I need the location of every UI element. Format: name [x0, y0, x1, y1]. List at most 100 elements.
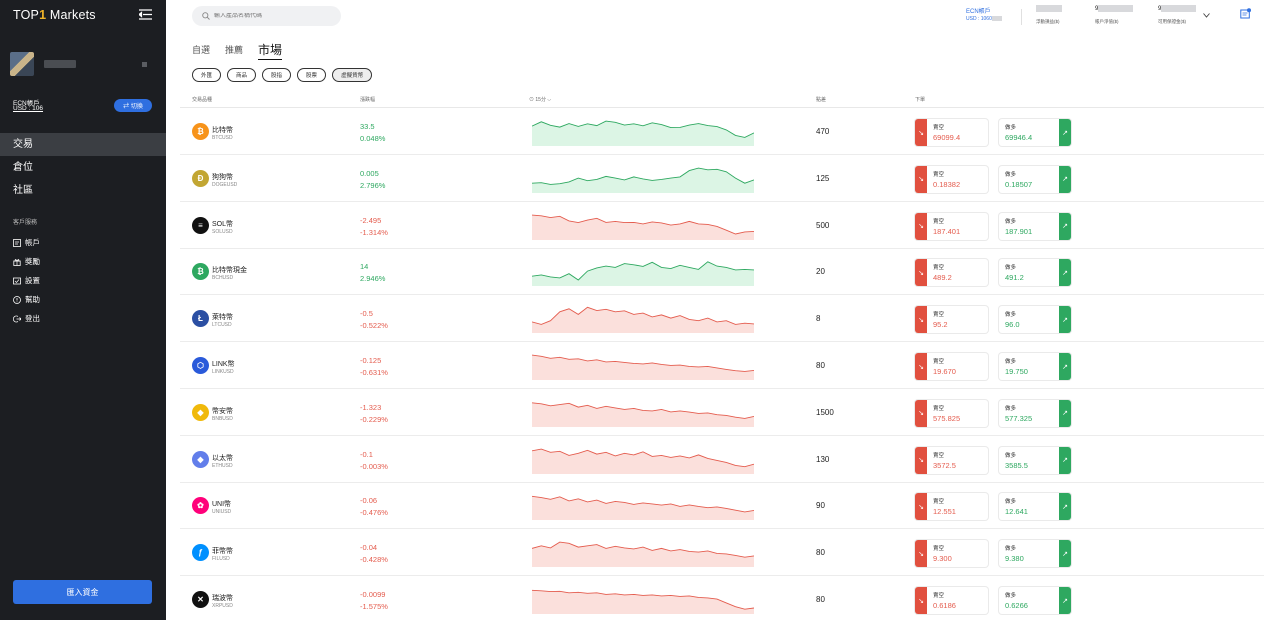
buy-button[interactable]: 做多 0.18507 ↗	[999, 165, 1071, 193]
table-row[interactable]: ◆ 以太幣 ETHUSD -0.1 -0.003% 130 ↘ 賣空 3572.5 做多 3585.…	[180, 436, 1264, 483]
change-absolute: -1.323	[360, 402, 382, 412]
period-selector[interactable]: ⊙ 15分 ⌵	[529, 97, 552, 103]
sparkline-chart	[532, 261, 754, 287]
sell-button[interactable]: ↘ 賣空 69099.4	[915, 119, 988, 146]
nav-item-positions[interactable]: 倉位	[13, 162, 33, 173]
buy-button[interactable]: 做多 96.0 ↗	[999, 306, 1071, 334]
sell-button[interactable]: ↘ 賣空 0.6186	[915, 587, 988, 614]
nav-item-settings[interactable]: 設置	[13, 271, 40, 290]
change-percent: 0.048%	[360, 134, 386, 143]
buy-button[interactable]: 做多 12.641 ↗	[999, 493, 1071, 521]
sell-button[interactable]: ↘ 賣空 19.670	[915, 353, 988, 380]
arrow-down-right-icon: ↘	[915, 306, 927, 334]
coin-name: 以太幣	[212, 454, 233, 462]
arrow-down-right-icon: ↘	[915, 212, 927, 240]
arrow-down-right-icon: ↘	[915, 587, 927, 614]
sell-button[interactable]: ↘ 賣空 0.18382	[915, 165, 988, 193]
change-percent: 2.796%	[360, 180, 386, 190]
table-row[interactable]: ₿ 比特幣現金 BCHUSD 14 2.946% 20 ↘ 賣空 489.2 做多 491.2 ↗	[180, 248, 1264, 296]
table-row[interactable]: ≡ SOL幣 SOLUSD -2.495 -1.314% 500 ↘ 賣空 187.401 做多 1…	[180, 202, 1264, 249]
ripple-icon: ✕	[192, 591, 209, 608]
help-icon	[13, 295, 21, 304]
user-menu-icon[interactable]	[142, 62, 147, 67]
buy-button[interactable]: 做多 577.325 ↗	[999, 399, 1071, 427]
table-row[interactable]: Ł 萊特幣 LTCUSD -0.5 -0.522% 8 ↘ 賣空 95.2 做多 96.0 ↗	[180, 295, 1264, 343]
buy-button[interactable]: 做多 3585.5 ↗	[999, 446, 1071, 474]
buy-price: 0.18507	[1005, 179, 1033, 189]
arrow-up-right-icon: ↗	[1059, 399, 1071, 427]
table-row[interactable]: ƒ 菲幣幣 FILUSD -0.04 -0.428% 80 ↘ 賣空 9.300 做多 9.380 ↗	[180, 529, 1264, 577]
spread-value: 125	[816, 173, 830, 183]
chip-stocks[interactable]: 股票	[297, 68, 327, 82]
sell-label: 賣空	[933, 405, 945, 412]
column-header-product: 交易品種	[192, 97, 213, 103]
user-name-redacted	[44, 60, 76, 68]
change-percent: -0.631%	[360, 368, 388, 377]
table-row[interactable]: ⬡ LINK幣 LINKUSD -0.125 -0.631% 80 ↘ 賣空 19.670 做多 1…	[180, 342, 1264, 389]
nav-item-account[interactable]: 帳戶	[13, 233, 40, 252]
category-chips: 外匯 商品 股指 股票 虛擬貨幣	[192, 68, 373, 82]
nav-item-label: 獎勵	[25, 256, 40, 266]
switch-account-button[interactable]: ⇄ 切換	[114, 99, 152, 112]
nav-item-trade[interactable]: 交易	[0, 133, 166, 156]
sell-price: 575.825	[933, 413, 961, 423]
chip-crypto[interactable]: 虛擬貨幣	[332, 68, 373, 82]
sell-button[interactable]: ↘ 賣空 187.401	[915, 212, 988, 240]
change-absolute: -0.125	[360, 356, 382, 365]
sell-button[interactable]: ↘ 賣空 9.300	[915, 540, 988, 568]
chip-commodities[interactable]: 商品	[227, 68, 257, 82]
sell-button[interactable]: ↘ 賣空 95.2	[915, 306, 988, 334]
table-row[interactable]: ◆ 幣安幣 BNBUSD -1.323 -0.229% 1500 ↘ 賣空 575.825 做多 5…	[180, 389, 1264, 436]
buy-price: 69946.4	[1005, 133, 1033, 142]
notification-icon[interactable]	[1240, 8, 1251, 20]
change-absolute: 33.5	[360, 122, 375, 131]
nav-item-logout[interactable]: 登出	[13, 309, 40, 328]
collapse-menu-icon[interactable]	[139, 9, 152, 20]
avatar[interactable]	[10, 52, 34, 76]
sell-price: 19.670	[933, 367, 956, 376]
nav-item-community[interactable]: 社區	[13, 185, 33, 196]
buy-label: 做多	[1005, 265, 1017, 272]
search-input[interactable]	[214, 13, 324, 19]
table-row[interactable]: ₿ 比特幣 BTCUSD 33.5 0.048% 470 ↘ 賣空 69099.4 做多 69946…	[180, 108, 1264, 155]
coin-name: 幣安幣	[212, 407, 233, 415]
buy-label: 做多	[1005, 171, 1017, 178]
table-row[interactable]: ✿ UNI幣 UNIUSD -0.06 -0.476% 90 ↘ 賣空 12.551 做多 12.6…	[180, 482, 1264, 530]
sell-button[interactable]: ↘ 賣空 489.2	[915, 259, 988, 287]
tab-favorites[interactable]: 自選	[192, 45, 211, 55]
buy-price: 0.6266	[1005, 601, 1028, 610]
buy-button[interactable]: 做多 0.6266 ↗	[999, 587, 1071, 614]
buy-button[interactable]: 做多 9.380 ↗	[999, 540, 1071, 568]
table-row[interactable]: ✕ 瑞波幣 XRPUSD -0.0099 -1.575% 80 ↘ 賣空 0.6186 做多 0.6…	[180, 576, 1264, 620]
sparkline-line	[532, 120, 754, 138]
table-row[interactable]: Ð 狗狗幣 DOGEUSD 0.005 2.796% 125 ↘ 賣空 0.18382 做多 0.1…	[180, 155, 1264, 202]
buy-price: 9.380	[1005, 554, 1024, 564]
sell-button[interactable]: ↘ 賣空 12.551	[915, 493, 988, 521]
tab-market[interactable]: 市場	[258, 41, 283, 60]
chip-indices[interactable]: 股指	[262, 68, 292, 82]
account-type-label: ECN帳戶	[13, 100, 40, 107]
arrow-down-right-icon: ↘	[915, 493, 927, 521]
coin-symbol: ETHUSD	[212, 462, 233, 469]
buy-button[interactable]: 做多 69946.4 ↗	[999, 119, 1071, 146]
nav-item-label: 設置	[25, 275, 40, 285]
buy-button[interactable]: 做多 19.750 ↗	[999, 353, 1071, 380]
change-percent: -0.428%	[360, 555, 388, 565]
buy-button[interactable]: 做多 491.2 ↗	[999, 259, 1071, 287]
deposit-button[interactable]: 匯入資金	[13, 580, 152, 604]
nav-item-help[interactable]: 幫助	[13, 290, 40, 309]
buy-label: 做多	[1005, 359, 1017, 365]
arrow-up-right-icon: ↗	[1059, 119, 1071, 146]
chip-forex[interactable]: 外匯	[192, 68, 222, 82]
header-account-type[interactable]: ECN帳戶	[966, 9, 991, 15]
sell-button[interactable]: ↘ 賣空 3572.5	[915, 446, 988, 474]
coin-name: LINK幣	[212, 361, 235, 368]
buy-button[interactable]: 做多 187.901 ↗	[999, 212, 1071, 240]
sell-button[interactable]: ↘ 賣空 575.825	[915, 399, 988, 427]
chevron-down-icon[interactable]	[1203, 13, 1210, 18]
tab-recommended[interactable]: 推薦	[225, 45, 244, 55]
app-logo[interactable]: TOP1 Markets	[13, 8, 96, 22]
search-box[interactable]	[192, 6, 341, 26]
nav-item-rewards[interactable]: 獎勵	[13, 252, 40, 271]
sparkline-line	[532, 496, 754, 513]
